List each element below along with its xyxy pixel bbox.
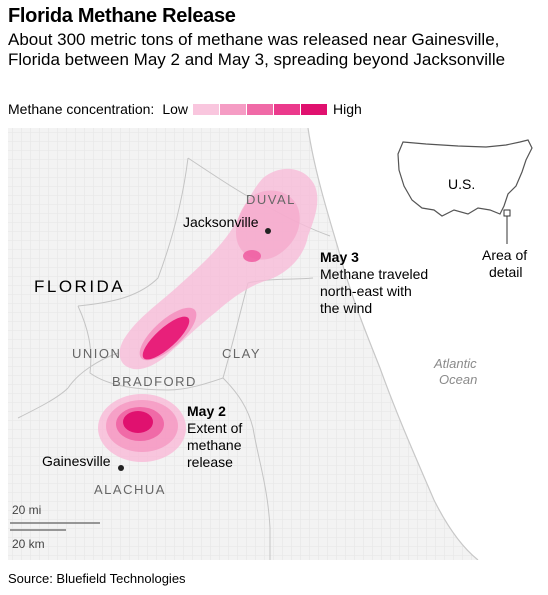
scale-bar: 20 mi 20 km — [10, 503, 100, 551]
legend-low-label: Low — [162, 101, 189, 117]
may3-title: May 3 — [320, 249, 359, 265]
methane-plume-may3 — [119, 168, 318, 370]
county-label-clay: CLAY — [222, 346, 261, 361]
methane-map: Jacksonville Gainesville DUVAL UNION CLA… — [8, 128, 540, 560]
ocean-label-line1: Atlantic — [433, 356, 477, 371]
inset-label: U.S. — [448, 176, 475, 192]
legend-high-label: High — [333, 101, 362, 117]
area-of-detail-line2: detail — [489, 264, 522, 280]
source-note: Source: Bluefield Technologies — [8, 571, 186, 586]
may3-line2: north-east with — [320, 283, 412, 299]
county-label-duval: DUVAL — [246, 192, 296, 207]
may3-line1: Methane traveled — [320, 266, 428, 282]
legend-swatch — [247, 103, 274, 115]
us-outline — [397, 139, 533, 217]
concentration-legend: Methane concentration: Low High — [8, 99, 362, 119]
scale-km-label: 20 km — [12, 537, 45, 551]
legend-swatch — [301, 103, 328, 115]
county-label-bradford: BRADFORD — [112, 374, 197, 389]
may2-line2: methane — [187, 437, 242, 453]
legend-label: Methane concentration: — [8, 101, 155, 117]
legend-swatch — [220, 103, 247, 115]
ocean-label-line2: Ocean — [439, 372, 477, 387]
coastline — [307, 128, 479, 560]
gainesville-label: Gainesville — [42, 453, 111, 469]
jacksonville-dot — [265, 228, 271, 234]
may2-line3: release — [187, 454, 233, 470]
legend-swatch — [193, 103, 220, 115]
page-title: Florida Methane Release — [8, 5, 236, 27]
us-inset-map: U.S. Area of detail — [397, 139, 533, 280]
state-label: FLORIDA — [34, 277, 125, 296]
page-subtitle: About 300 metric tons of methane was rel… — [8, 30, 506, 69]
gainesville-dot — [118, 465, 124, 471]
may3-line3: the wind — [320, 300, 372, 316]
county-label-alachua: ALACHUA — [94, 482, 166, 497]
county-label-union: UNION — [72, 346, 121, 361]
scale-miles-label: 20 mi — [12, 503, 41, 517]
legend-swatch — [274, 103, 301, 115]
legend-swatches — [193, 103, 328, 115]
may2-title: May 2 — [187, 403, 226, 419]
area-of-detail-marker — [503, 209, 511, 217]
may2-line1: Extent of — [187, 420, 242, 436]
area-of-detail-line1: Area of — [482, 247, 527, 263]
jacksonville-label: Jacksonville — [183, 214, 259, 230]
ocean-area — [308, 128, 540, 560]
methane-plume-may2 — [98, 394, 186, 462]
